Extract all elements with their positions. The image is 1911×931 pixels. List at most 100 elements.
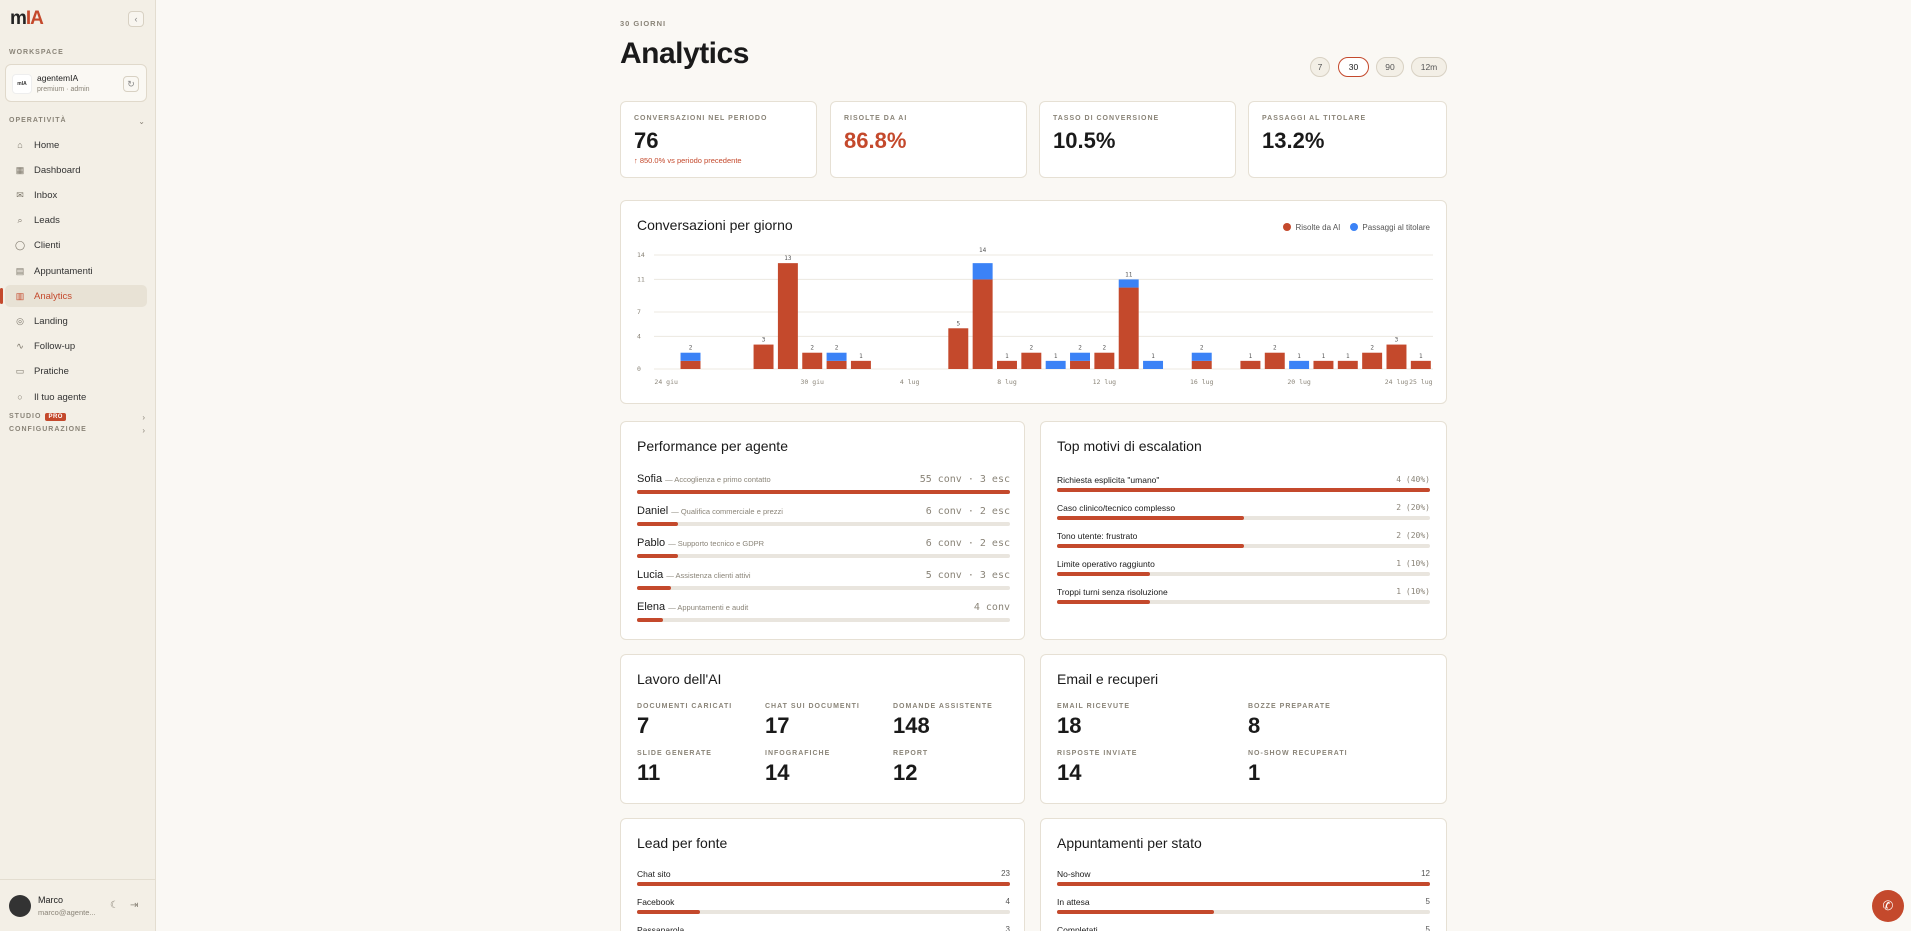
agent-row[interactable]: Daniel — Qualifica commerciale e prezzi 6…	[637, 505, 1010, 537]
sidebar-item-il-tuo-agente[interactable]: ○ Il tuo agente	[5, 386, 147, 408]
range-12m-button[interactable]: 12m	[1411, 57, 1447, 77]
section-studio[interactable]: STUDIO PRO	[9, 413, 66, 421]
legend-item-titolare: Passaggi al titolare	[1350, 223, 1430, 232]
metric-item: BOZZE PREPARATE 8	[1248, 703, 1331, 739]
source-row: Facebook 4	[637, 897, 1010, 925]
dashboard-icon: ▦	[15, 164, 25, 175]
source-value: 23	[1001, 869, 1010, 878]
chevron-down-icon[interactable]: ⌄	[138, 117, 145, 126]
sidebar-item-inbox[interactable]: ✉ Inbox	[5, 184, 147, 206]
section-configurazione[interactable]: CONFIGURAZIONE	[9, 426, 87, 433]
workspace-switcher[interactable]: mIA agentemIA premium · admin ↻	[5, 64, 147, 102]
metric-item: DOCUMENTI CARICATI 7	[637, 703, 732, 739]
app-logo[interactable]: mIA	[10, 8, 44, 29]
sidebar-item-label: Home	[34, 139, 60, 151]
chevron-right-icon[interactable]: ›	[142, 413, 145, 422]
agent-row[interactable]: Elena — Appuntamenti e audit 4 conv	[637, 601, 1010, 633]
sidebar-item-follow-up[interactable]: ∿ Follow-up	[5, 336, 147, 358]
section-operativita[interactable]: OPERATIVITÀ	[9, 117, 67, 124]
range-7-button[interactable]: 7	[1310, 57, 1330, 77]
data-label: 2	[1273, 345, 1277, 352]
appointments-card: Appuntamenti per stato No-show 12 In attes…	[1040, 818, 1447, 931]
calendar-icon: ▤	[15, 265, 25, 276]
sidebar-item-pratiche[interactable]: ▭ Pratiche	[5, 361, 147, 383]
bar-titolare	[1118, 279, 1139, 288]
progress-track	[637, 490, 1010, 494]
bar-ai	[850, 360, 871, 369]
data-label: 2	[689, 345, 693, 352]
bar-titolare	[972, 263, 993, 280]
sidebar-item-dashboard[interactable]: ▦ Dashboard	[5, 159, 147, 181]
source-label: Passaparola	[637, 925, 685, 931]
avatar[interactable]	[9, 895, 31, 917]
sidebar-item-landing[interactable]: ◎ Landing	[5, 310, 147, 332]
user-email: marco@agente...	[38, 908, 96, 917]
range-30-button[interactable]: 30	[1338, 57, 1369, 77]
workspace-role: premium · admin	[37, 86, 90, 93]
sidebar-item-appuntamenti[interactable]: ▤ Appuntamenti	[5, 260, 147, 282]
chart-legend: Risolte da AI Passaggi al titolare	[1283, 223, 1430, 232]
metric-value: 148	[893, 713, 930, 738]
kpi-value: 86.8%	[844, 128, 907, 153]
agent-row[interactable]: Pablo — Supporto tecnico e GDPR 6 conv · …	[637, 537, 1010, 569]
globe-icon: ◎	[16, 315, 24, 326]
escalation-stat: 2 (20%)	[1396, 503, 1430, 512]
progress-fill	[637, 910, 701, 914]
home-icon: ⌂	[17, 140, 23, 150]
kpi-label: PASSAGGI AL TITOLARE	[1262, 115, 1367, 122]
agent-name: Sofia — Accoglienza e primo contatto	[637, 473, 771, 485]
chevron-right-icon[interactable]: ›	[142, 426, 145, 435]
metric-value: 1	[1248, 760, 1261, 785]
range-90-button[interactable]: 90	[1376, 57, 1404, 77]
x-tick-label: 25 lug	[1409, 378, 1433, 386]
source-value: 12	[1421, 869, 1430, 878]
bar-ai	[1337, 360, 1358, 369]
data-label: 2	[810, 345, 814, 352]
data-label: 2	[1200, 345, 1204, 352]
bar-titolare	[826, 352, 847, 361]
section-title: Lavoro dell'AI	[637, 671, 722, 687]
data-label: 1	[1151, 353, 1155, 360]
active-indicator	[0, 288, 3, 304]
logout-icon[interactable]: ⇥	[130, 900, 139, 911]
agent-stat: 4 conv	[973, 602, 1010, 613]
bar-ai	[826, 360, 847, 369]
data-label: 1	[1297, 353, 1301, 360]
source-label: Facebook	[637, 897, 675, 907]
progress-track	[637, 882, 1010, 886]
user-menu[interactable]: Marco marco@agente... ☾ ⇥	[0, 879, 156, 931]
sidebar-item-leads[interactable]: ⌕ Leads	[5, 210, 147, 232]
moon-icon[interactable]: ☾	[110, 900, 119, 911]
sidebar-item-analytics[interactable]: ▥ Analytics	[5, 285, 147, 308]
escalation-row: Troppi turni senza risoluzione 1 (10%)	[1057, 587, 1430, 615]
bar-ai	[1240, 360, 1261, 369]
collapse-sidebar-button[interactable]: ‹	[128, 11, 144, 27]
sidebar-item-clienti[interactable]: ◯ Clienti	[5, 235, 147, 257]
data-label: 1	[1419, 353, 1423, 360]
agent-stat: 6 conv · 2 esc	[925, 506, 1010, 517]
sidebar-item-home[interactable]: ⌂ Home	[5, 134, 147, 156]
escalation-row: Richiesta esplicita "umano" 4 (40%)	[1057, 475, 1430, 503]
data-label: 3	[762, 337, 766, 344]
data-label: 2	[835, 345, 839, 352]
source-label: No-show	[1057, 869, 1091, 879]
metric-item: REPORT 12	[893, 750, 928, 786]
daily-chart-card: Conversazioni per giorno Risolte da AI P…	[620, 200, 1447, 404]
inbox-icon: ✉	[16, 189, 24, 200]
chart-title: Conversazioni per giorno	[637, 217, 793, 233]
agent-row[interactable]: Sofia — Accoglienza e primo contatto 55 c…	[637, 473, 1010, 505]
progress-track	[1057, 572, 1430, 576]
source-row: In attesa 5	[1057, 897, 1430, 925]
progress-fill	[1057, 516, 1244, 520]
escalation-row: Tono utente: frustrato 2 (20%)	[1057, 531, 1430, 559]
progress-track	[637, 618, 1010, 622]
metric-value: 12	[893, 760, 918, 785]
agent-row[interactable]: Lucia — Assistenza clienti attivi 5 conv …	[637, 569, 1010, 601]
chat-fab-button[interactable]: ✆	[1872, 890, 1904, 922]
agent-name: Elena — Appuntamenti e audit	[637, 601, 749, 613]
chat-icon: ✆	[1882, 898, 1894, 913]
refresh-icon[interactable]: ↻	[123, 76, 139, 92]
bar-ai	[1386, 344, 1407, 369]
progress-track	[637, 554, 1010, 558]
